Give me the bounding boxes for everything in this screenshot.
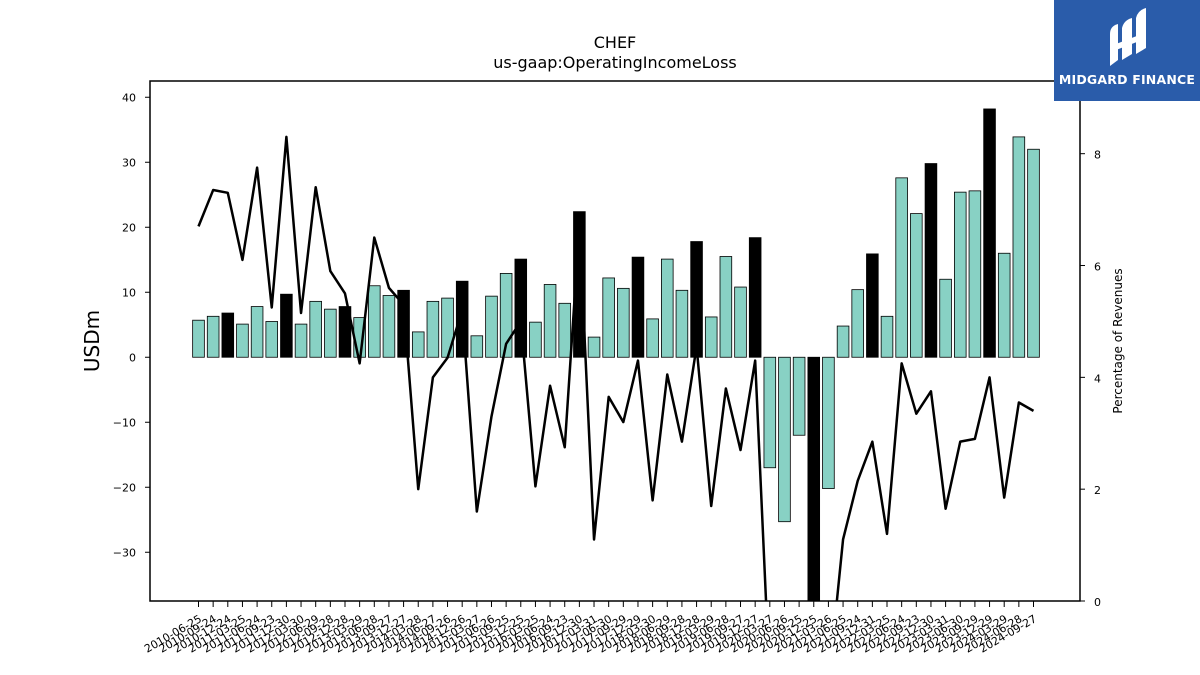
bar: [206, 315, 220, 358]
y-tick-label: −30: [113, 546, 136, 559]
bars: [192, 108, 1040, 601]
bar: [485, 295, 498, 358]
bar: [763, 356, 777, 469]
bar: [470, 335, 484, 358]
bar: [924, 163, 938, 358]
y2-tick-label: 8: [1094, 149, 1101, 162]
bar: [690, 241, 703, 358]
bar: [221, 312, 235, 358]
midgard-logo-icon: [1110, 8, 1146, 66]
bar: [851, 289, 864, 358]
y-tick-label: 20: [122, 221, 136, 234]
bar: [529, 321, 542, 358]
bar: [631, 256, 645, 358]
bar: [910, 213, 923, 358]
bar: [236, 323, 249, 358]
y-tick-label: −10: [113, 416, 136, 429]
bar: [411, 331, 425, 358]
y2-tick-label: 4: [1094, 372, 1101, 385]
y-tick-label: −20: [113, 481, 136, 494]
y-tick-label: 30: [122, 156, 136, 169]
bar: [382, 295, 396, 358]
y2-tick-label: 6: [1094, 261, 1101, 274]
bar: [587, 336, 601, 358]
bar: [280, 293, 293, 358]
bar: [338, 306, 352, 358]
bar: [719, 256, 733, 358]
line-series: [197, 135, 1035, 601]
bar: [499, 272, 513, 358]
bar: [748, 237, 762, 358]
bar: [939, 278, 952, 358]
bar: [558, 302, 571, 358]
bar: [324, 308, 337, 358]
bar: [602, 277, 615, 358]
bar: [968, 190, 982, 358]
y-axis-label: USDm: [80, 310, 104, 372]
bar: [997, 252, 1011, 358]
bar: [866, 253, 879, 358]
bar: [514, 258, 528, 358]
bar: [983, 108, 996, 358]
bar: [294, 323, 308, 358]
bar: [822, 356, 835, 489]
bar: [309, 300, 322, 358]
y-tick-label: 0: [129, 351, 136, 364]
bar: [661, 258, 674, 358]
plot-area: −30−20−10010203040024682010-06-252010-09…: [113, 80, 1101, 656]
bar: [617, 287, 630, 358]
bar: [880, 315, 894, 358]
plot-frame: [149, 80, 1081, 602]
bar: [646, 318, 659, 358]
y2-axis-label: Percentage of Revenues: [1111, 268, 1125, 413]
bar: [265, 321, 279, 358]
bar: [368, 285, 381, 358]
bar: [836, 325, 850, 358]
bar: [1012, 136, 1026, 358]
bar: [704, 316, 718, 358]
bar: [573, 211, 586, 358]
bar: [953, 191, 967, 358]
bar: [792, 356, 806, 436]
bar: [426, 300, 440, 358]
bar: [397, 289, 410, 358]
bar: [807, 356, 821, 601]
y-tick-label: 10: [122, 286, 136, 299]
chart-title: CHEF: [594, 33, 637, 52]
bar: [675, 289, 689, 358]
y-tick-label: 40: [122, 91, 136, 104]
bar: [734, 286, 747, 358]
bar: [250, 306, 264, 358]
bar: [1027, 148, 1040, 358]
bar: [543, 284, 557, 358]
y2-tick-label: 2: [1094, 484, 1101, 497]
bar: [778, 356, 791, 523]
logo-text: MIDGARD FINANCE: [1058, 72, 1196, 87]
bar: [192, 319, 205, 358]
chart-subtitle: us-gaap:OperatingIncomeLoss: [493, 53, 737, 72]
midgard-finance-logo: MIDGARD FINANCE: [1054, 0, 1200, 101]
bar: [895, 177, 908, 358]
y2-tick-label: 0: [1094, 596, 1101, 609]
